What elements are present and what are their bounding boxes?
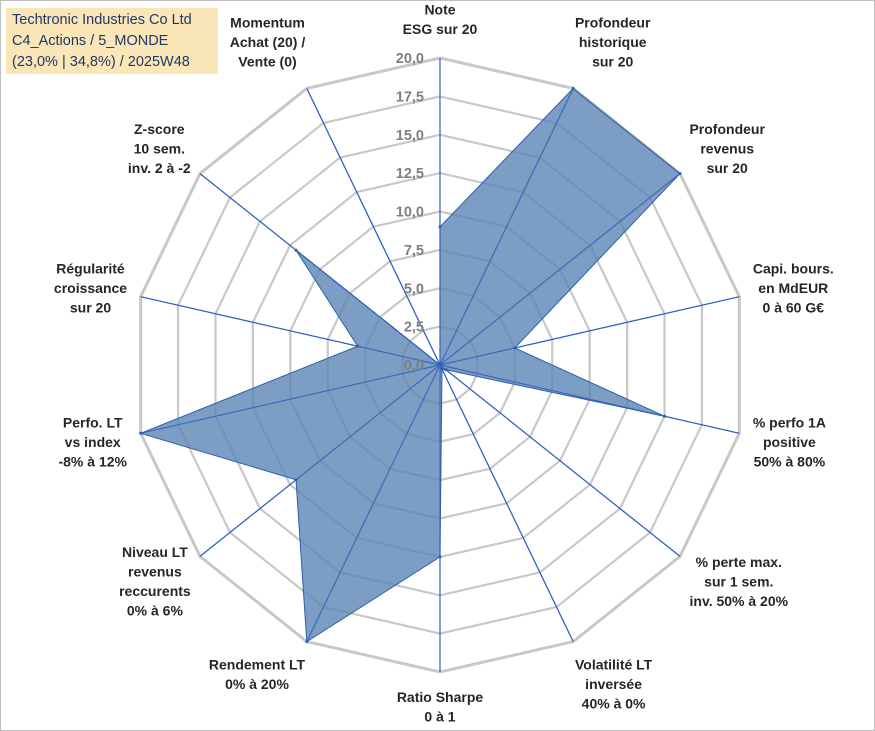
spoke-overlay-10 <box>140 364 441 434</box>
axis-label-10: Perfo. LT vs index -8% à 12% <box>58 415 127 470</box>
spoke-overlay-9 <box>199 364 441 557</box>
axis-label-1-line-0: Profondeur <box>575 15 651 31</box>
axis-label-9-line-1: revenus <box>128 564 182 580</box>
tick-label-2: 5,0 <box>404 281 424 297</box>
data-point-3 <box>513 346 517 350</box>
axis-label-9-line-3: 0% à 6% <box>127 603 184 619</box>
data-point-1 <box>571 86 575 90</box>
axis-label-13-line-1: Achat (20) / <box>230 34 306 50</box>
axis-label-11-line-0: Régularité <box>56 260 125 276</box>
spoke-overlay-5 <box>439 364 681 557</box>
data-point-0 <box>438 225 442 229</box>
axis-label-1-line-1: historique <box>579 34 647 50</box>
data-point-12 <box>294 248 298 252</box>
axis-label-11: Régularité croissance sur 20 <box>54 260 127 315</box>
axis-label-4-line-2: 50% à 80% <box>754 454 826 470</box>
axis-label-11-line-1: croissance <box>54 280 127 296</box>
axis-label-1: Profondeur historique sur 20 <box>575 15 651 70</box>
axis-label-12-line-1: 10 sem. <box>134 141 185 157</box>
axis-label-3-line-2: 0 à 60 G€ <box>763 299 825 315</box>
spoke-overlay-1 <box>439 88 574 366</box>
axis-label-8: Rendement LT 0% à 20% <box>209 656 306 692</box>
axis-label-9: Niveau LT revenus reccurents 0% à 6% <box>119 544 191 619</box>
axis-label-5-line-1: sur 1 sem. <box>704 573 773 589</box>
axis-label-2-line-0: Profondeur <box>689 121 765 137</box>
axis-label-12-line-2: inv. 2 à -2 <box>128 160 191 176</box>
axis-label-1-line-2: sur 20 <box>592 54 633 70</box>
axis-label-8-line-0: Rendement LT <box>209 656 306 672</box>
axis-label-3-line-0: Capi. bours. <box>753 260 834 276</box>
chart-title-box: Techtronic Industries Co Ltd C4_Actions … <box>6 8 218 74</box>
axis-label-11-line-2: sur 20 <box>70 299 111 315</box>
data-point-5 <box>444 368 448 372</box>
axis-label-2-line-1: revenus <box>700 141 754 157</box>
axis-label-10-line-0: Perfo. LT <box>63 415 123 431</box>
data-point-13 <box>438 363 442 367</box>
title-stats: (23,0% | 34,8%) / 2025W48 <box>12 54 190 70</box>
axis-label-2-line-2: sur 20 <box>707 160 748 176</box>
spoke-overlay-4 <box>439 364 740 434</box>
spoke-overlay-13 <box>306 88 441 366</box>
spoke-overlay-11 <box>140 296 441 366</box>
axis-label-9-line-0: Niveau LT <box>122 544 188 560</box>
axis-label-6-line-0: Volatilité LT <box>575 656 653 672</box>
axis-label-5: % perte max. sur 1 sem. inv. 50% à 20% <box>690 554 789 609</box>
axis-label-3: Capi. bours. en MdEUR 0 à 60 G€ <box>753 260 834 315</box>
data-point-8 <box>305 640 309 644</box>
axis-label-4-line-1: positive <box>763 434 816 450</box>
axis-label-0-line-0: Note <box>424 2 455 18</box>
axis-label-7: Ratio Sharpe 0 à 1 <box>397 689 484 725</box>
tick-label-1: 2,5 <box>404 320 424 336</box>
tick-label-0: 0,0 <box>404 358 424 374</box>
data-point-4 <box>663 414 666 418</box>
tick-label-4: 10,0 <box>396 205 424 221</box>
axis-label-0: Note ESG sur 20 <box>403 2 478 38</box>
tick-label-5: 12,5 <box>396 166 424 182</box>
axis-label-8-line-1: 0% à 20% <box>225 676 289 692</box>
axis-label-13: Momentum Achat (20) / Vente (0) <box>230 15 306 70</box>
axis-label-0-line-1: ESG sur 20 <box>403 21 478 37</box>
tick-label-3: 7,5 <box>404 243 424 259</box>
spoke-overlay-2 <box>439 173 681 366</box>
data-point-10 <box>139 431 143 435</box>
tick-label-layer: 0,0 2,5 5,0 7,5 10,0 12,5 15,0 17,5 20,0 <box>396 51 424 374</box>
data-point-6 <box>440 367 444 371</box>
data-point-9 <box>294 478 298 482</box>
axis-label-7-line-1: 0 à 1 <box>424 709 455 725</box>
data-area-layer <box>139 58 740 672</box>
axis-label-7-line-0: Ratio Sharpe <box>397 689 484 705</box>
title-company: Techtronic Industries Co Ltd <box>12 12 192 28</box>
axis-label-4-line-0: % perfo 1A <box>753 415 826 431</box>
data-point-2 <box>678 172 682 176</box>
axis-label-13-line-2: Vente (0) <box>238 54 296 70</box>
axis-label-6: Volatilité LT inversée 40% à 0% <box>575 656 653 711</box>
tick-label-7: 17,5 <box>396 89 424 105</box>
axis-label-3-line-1: en MdEUR <box>758 280 828 296</box>
axis-label-6-line-1: inversée <box>585 676 642 692</box>
axis-label-5-line-2: inv. 50% à 20% <box>690 593 789 609</box>
axis-label-13-line-0: Momentum <box>230 15 305 31</box>
data-point-11 <box>356 344 360 348</box>
axis-label-6-line-2: 40% à 0% <box>582 695 646 711</box>
tick-label-8: 20,0 <box>396 51 424 67</box>
spoke-overlay-12 <box>199 173 441 366</box>
data-point-7 <box>438 555 442 559</box>
axis-label-2: Profondeur revenus sur 20 <box>689 121 765 176</box>
spoke-overlay-8 <box>306 364 441 642</box>
axis-label-12: Z-score 10 sem. inv. 2 à -2 <box>128 121 191 176</box>
axis-label-10-line-1: vs index <box>65 434 121 450</box>
axis-label-4: % perfo 1A positive 50% à 80% <box>753 415 826 470</box>
axis-label-10-line-2: -8% à 12% <box>58 454 127 470</box>
axis-label-5-line-0: % perte max. <box>696 554 782 570</box>
title-category: C4_Actions / 5_MONDE <box>12 33 169 49</box>
tick-label-6: 15,0 <box>396 128 424 144</box>
spoke-overlay-6 <box>439 364 574 642</box>
axis-label-9-line-2: reccurents <box>119 583 191 599</box>
axis-label-layer: Note ESG sur 20 Profondeur historique sur 20… <box>54 2 834 725</box>
spoke-overlay-3 <box>439 296 740 366</box>
axis-label-12-line-0: Z-score <box>134 121 185 137</box>
